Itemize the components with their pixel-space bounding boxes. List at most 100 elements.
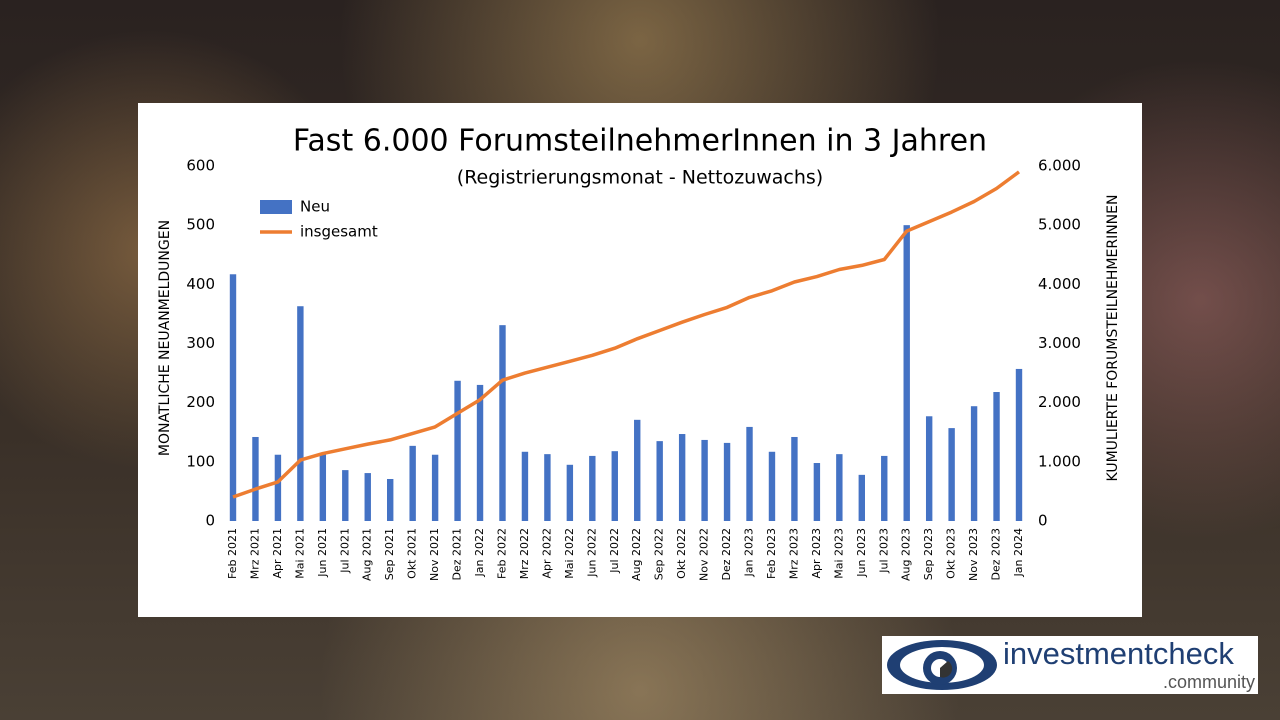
x-tick-label: Jul 2023	[877, 528, 890, 574]
bar	[342, 470, 349, 521]
bar	[993, 392, 1000, 521]
y2-tick-label: 6.000	[1038, 157, 1081, 175]
bar	[387, 478, 394, 521]
x-tick-label: Aug 2022	[630, 528, 643, 581]
bar	[229, 274, 237, 521]
x-tick-label: Jul 2021	[338, 528, 351, 574]
bar	[611, 451, 618, 521]
x-tick-label: Jan 2022	[473, 528, 486, 577]
line	[232, 170, 1021, 499]
bar	[319, 452, 327, 521]
bar	[813, 463, 821, 521]
legend-label: insgesamt	[300, 223, 378, 241]
bar	[521, 451, 529, 521]
bar	[431, 454, 439, 521]
bar	[836, 454, 843, 521]
y-tick-label: 300	[186, 334, 215, 352]
x-tick-label: Jun 2023	[855, 528, 868, 578]
bar	[544, 454, 551, 521]
bar	[476, 384, 484, 521]
legend-swatch	[260, 200, 292, 214]
x-tick-label: Okt 2022	[675, 528, 688, 579]
x-tick-label: Mrz 2023	[787, 528, 800, 579]
x-tick-label: Dez 2021	[451, 528, 464, 581]
bar	[364, 473, 371, 521]
x-tick-label: Apr 2021	[271, 528, 284, 579]
x-tick-label: Jan 2023	[743, 528, 756, 577]
bar	[274, 454, 282, 521]
bar	[1015, 368, 1023, 521]
x-tick-label: Okt 2023	[945, 528, 958, 579]
bar	[925, 416, 933, 521]
bar	[723, 442, 731, 521]
y2-tick-label: 3.000	[1038, 334, 1081, 352]
x-tick-label: Jul 2022	[608, 528, 621, 574]
bar	[948, 428, 955, 521]
x-tick-label: Mai 2021	[293, 528, 306, 579]
y-axis-title: MONATLICHE NEUANMELDUNGEN	[157, 220, 173, 456]
x-tick-label: Nov 2021	[428, 528, 441, 581]
x-tick-label: Feb 2021	[226, 528, 239, 579]
x-tick-label: Nov 2023	[967, 528, 980, 581]
chart-panel	[138, 103, 1142, 617]
x-tick-label: Jan 2024	[1012, 528, 1025, 577]
y-tick-label: 0	[205, 512, 215, 530]
bar	[701, 439, 708, 521]
bar	[252, 436, 259, 521]
x-tick-label: Sep 2021	[383, 528, 396, 580]
bar	[499, 325, 506, 521]
logo-pupil-wedge	[940, 661, 953, 678]
chart-subtitle: (Registrierungsmonat - Nettozuwachs)	[457, 167, 823, 189]
y-tick-label: 400	[186, 275, 215, 293]
y-tick-label: 500	[186, 216, 215, 234]
x-tick-label: Okt 2021	[406, 528, 419, 579]
bar	[589, 455, 596, 521]
bar	[881, 455, 888, 521]
x-tick-label: Aug 2021	[361, 528, 374, 581]
x-tick-label: Jun 2022	[585, 528, 598, 578]
x-tick-label: Mrz 2021	[248, 528, 261, 579]
bar	[297, 306, 304, 521]
x-tick-label: Jun 2021	[316, 528, 329, 578]
x-tick-label: Feb 2023	[765, 528, 778, 579]
x-tick-label: Nov 2022	[698, 528, 711, 581]
x-tick-label: Dez 2023	[990, 528, 1003, 581]
bar	[566, 464, 574, 521]
x-tick-label: Dez 2022	[720, 528, 733, 581]
x-tick-label: Mrz 2022	[518, 528, 531, 579]
x-tick-label: Aug 2023	[900, 528, 913, 581]
y2-axis-title: KUMULIERTE FORUMSTEILNEHMERINNEN	[1105, 195, 1121, 482]
y-tick-label: 600	[186, 157, 215, 175]
bar	[768, 451, 776, 521]
x-tick-label: Mai 2022	[563, 528, 576, 579]
x-tick-label: Sep 2023	[922, 528, 935, 580]
bar	[858, 474, 865, 521]
bar	[903, 225, 910, 521]
bar	[454, 380, 461, 521]
logo-text: investmentcheck	[1003, 636, 1234, 671]
bar	[634, 419, 641, 521]
logo-subtext: .community	[1163, 672, 1255, 692]
legend-label: Neu	[300, 198, 330, 216]
chart-title: Fast 6.000 ForumsteilnehmerInnen in 3 Ja…	[293, 124, 987, 159]
x-tick-label: Mai 2023	[832, 528, 845, 579]
x-tick-label: Apr 2022	[540, 528, 553, 579]
bar	[746, 426, 753, 521]
bar	[409, 445, 416, 521]
x-tick-label: Feb 2022	[495, 528, 508, 579]
y2-tick-label: 4.000	[1038, 275, 1081, 293]
y-tick-label: 100	[186, 452, 215, 470]
bar	[970, 406, 978, 521]
y-tick-label: 200	[186, 393, 215, 411]
y2-tick-label: 0	[1038, 512, 1048, 530]
x-tick-label: Apr 2023	[810, 528, 823, 579]
bar	[678, 434, 686, 521]
bar	[656, 441, 663, 521]
y2-tick-label: 1.000	[1038, 452, 1081, 470]
y2-tick-label: 2.000	[1038, 393, 1081, 411]
x-tick-label: Sep 2022	[653, 528, 666, 580]
bar	[791, 436, 798, 521]
y2-tick-label: 5.000	[1038, 216, 1081, 234]
